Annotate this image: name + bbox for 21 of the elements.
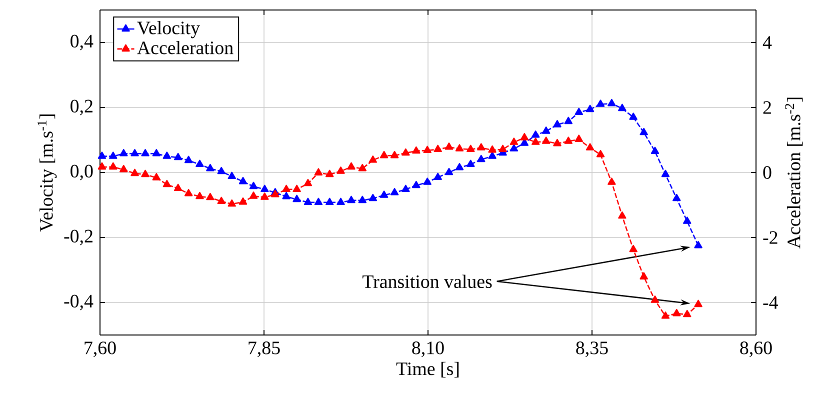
y-axis-title: Velocity [m.s$^{-1}$]: [38, 114, 57, 232]
x-tick-label: 7,60: [84, 342, 116, 358]
x-axis-title: Time [s]: [396, 362, 459, 378]
y-tick-label: 0,2: [70, 100, 92, 116]
y2-axis-title: Acceleration [m.s$^{-2}$]: [785, 98, 803, 249]
y-tick-label: 0,0: [70, 164, 93, 180]
y-tick-label: -0,2: [64, 230, 92, 246]
x-tick-label: 8,10: [412, 342, 444, 358]
y2-tick-label: 4: [762, 36, 772, 49]
y2-tick-label: 2: [763, 101, 771, 114]
annotation: Transition values: [362, 274, 492, 288]
legend-label: Acceleration: [137, 40, 234, 54]
legend-label: Velocity: [137, 20, 200, 38]
y2-tick-label: 0: [763, 166, 772, 179]
y2-tick-label: -2: [763, 231, 778, 244]
x-tick-label: 8,35: [576, 342, 608, 358]
y-tick-label: 0,4: [70, 34, 94, 50]
y2-tick-label: -4: [763, 296, 778, 309]
y-tick-label: -0,4: [64, 294, 94, 310]
x-tick-label: 7,85: [248, 342, 280, 358]
x-tick-label: 8,60: [740, 342, 772, 358]
